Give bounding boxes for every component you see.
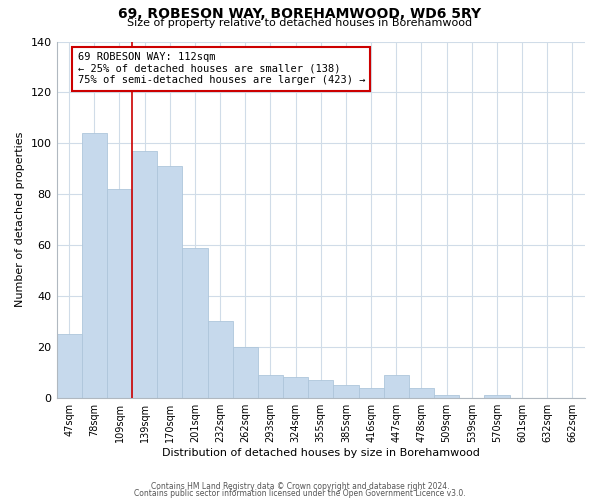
Bar — [334, 385, 359, 398]
Bar — [484, 395, 509, 398]
Bar — [434, 395, 459, 398]
Y-axis label: Number of detached properties: Number of detached properties — [15, 132, 25, 308]
Bar — [409, 388, 434, 398]
Bar — [308, 380, 334, 398]
Bar — [132, 151, 157, 398]
Bar — [157, 166, 182, 398]
Bar — [208, 322, 233, 398]
Bar — [182, 248, 208, 398]
Text: Contains HM Land Registry data © Crown copyright and database right 2024.: Contains HM Land Registry data © Crown c… — [151, 482, 449, 491]
Bar — [56, 334, 82, 398]
Text: 69 ROBESON WAY: 112sqm
← 25% of detached houses are smaller (138)
75% of semi-de: 69 ROBESON WAY: 112sqm ← 25% of detached… — [77, 52, 365, 86]
X-axis label: Distribution of detached houses by size in Borehamwood: Distribution of detached houses by size … — [162, 448, 480, 458]
Bar — [107, 189, 132, 398]
Bar — [283, 378, 308, 398]
Bar — [359, 388, 383, 398]
Text: Contains public sector information licensed under the Open Government Licence v3: Contains public sector information licen… — [134, 490, 466, 498]
Text: Size of property relative to detached houses in Borehamwood: Size of property relative to detached ho… — [127, 18, 473, 28]
Bar — [233, 347, 258, 398]
Text: 69, ROBESON WAY, BOREHAMWOOD, WD6 5RY: 69, ROBESON WAY, BOREHAMWOOD, WD6 5RY — [118, 8, 482, 22]
Bar — [383, 375, 409, 398]
Bar — [258, 375, 283, 398]
Bar — [82, 133, 107, 398]
